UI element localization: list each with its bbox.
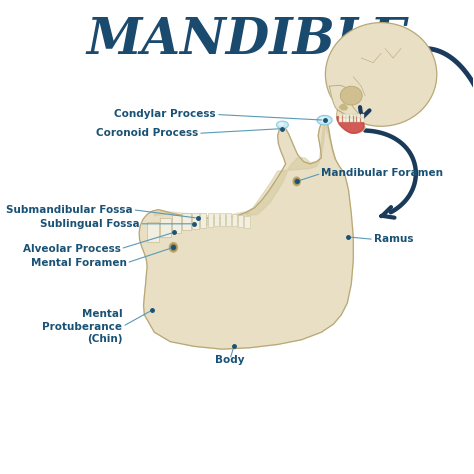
Polygon shape	[244, 216, 250, 228]
Text: Alveolar Process: Alveolar Process	[23, 244, 120, 254]
Ellipse shape	[326, 23, 437, 126]
Text: MANDIBLE: MANDIBLE	[87, 16, 409, 64]
Text: Ramus: Ramus	[374, 234, 413, 245]
Text: Body: Body	[215, 355, 245, 365]
Polygon shape	[214, 213, 219, 226]
Ellipse shape	[276, 121, 288, 128]
Polygon shape	[139, 120, 353, 349]
Polygon shape	[147, 222, 159, 242]
Bar	[343, 114, 346, 118]
Ellipse shape	[278, 122, 284, 126]
Bar	[354, 118, 356, 121]
Bar	[354, 114, 356, 118]
Polygon shape	[337, 110, 365, 133]
Polygon shape	[160, 218, 171, 237]
Polygon shape	[208, 213, 213, 227]
Polygon shape	[238, 215, 244, 227]
Bar	[346, 114, 349, 118]
Circle shape	[171, 245, 176, 250]
Circle shape	[293, 177, 301, 186]
Bar	[346, 118, 349, 121]
Bar	[343, 118, 346, 121]
Text: Mandibular Foramen: Mandibular Foramen	[321, 168, 443, 178]
Bar	[357, 114, 360, 118]
Bar	[350, 114, 353, 118]
Ellipse shape	[340, 86, 362, 105]
Ellipse shape	[319, 117, 327, 121]
Text: Submandibular Fossa: Submandibular Fossa	[6, 205, 132, 215]
Bar	[350, 118, 353, 121]
Polygon shape	[192, 213, 199, 228]
Bar	[357, 118, 360, 121]
Polygon shape	[232, 214, 237, 226]
Ellipse shape	[317, 116, 332, 125]
Polygon shape	[226, 213, 231, 226]
Polygon shape	[329, 85, 361, 120]
Bar	[361, 118, 364, 121]
Text: Mental
Protuberance
(Chin): Mental Protuberance (Chin)	[43, 309, 122, 344]
Text: Condylar Process: Condylar Process	[114, 109, 216, 119]
Text: Coronoid Process: Coronoid Process	[96, 128, 198, 138]
Bar	[361, 114, 364, 118]
Circle shape	[295, 179, 299, 184]
Text: Mental Foramen: Mental Foramen	[31, 258, 127, 268]
Polygon shape	[182, 213, 191, 230]
Polygon shape	[172, 215, 182, 233]
Polygon shape	[246, 123, 335, 216]
Polygon shape	[337, 117, 364, 133]
Polygon shape	[155, 211, 250, 218]
Polygon shape	[160, 216, 248, 225]
Polygon shape	[200, 213, 207, 228]
Text: Sublingual Fossa: Sublingual Fossa	[40, 219, 140, 229]
Polygon shape	[220, 213, 225, 226]
Bar	[339, 118, 342, 121]
Circle shape	[169, 243, 177, 252]
Bar	[339, 114, 342, 118]
Polygon shape	[339, 104, 347, 110]
